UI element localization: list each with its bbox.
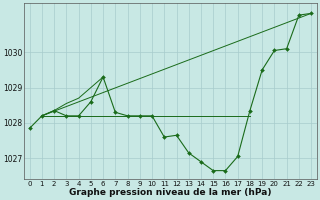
X-axis label: Graphe pression niveau de la mer (hPa): Graphe pression niveau de la mer (hPa) bbox=[69, 188, 272, 197]
